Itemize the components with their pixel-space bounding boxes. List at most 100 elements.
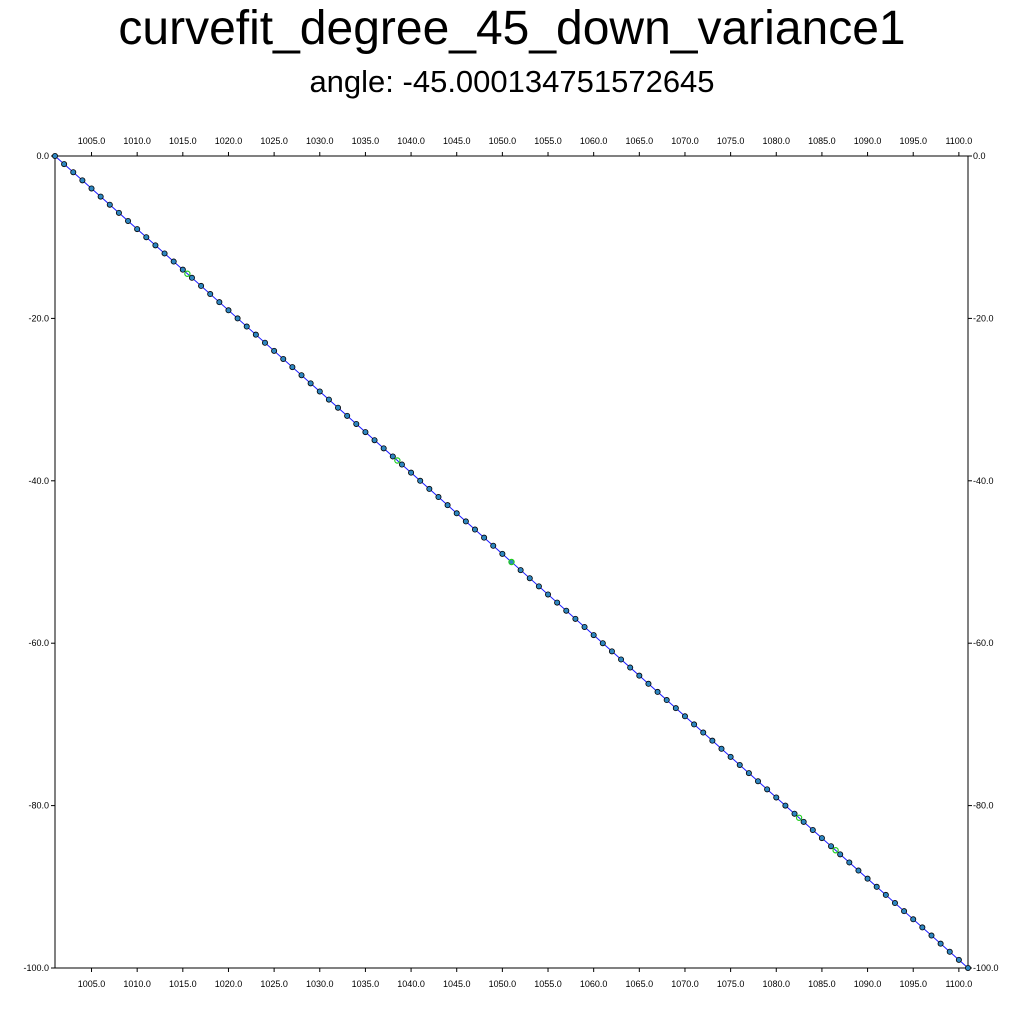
data-point bbox=[736, 762, 743, 769]
data-point bbox=[654, 688, 661, 695]
x-tick-label-top: 1015.0 bbox=[169, 136, 197, 146]
data-point bbox=[928, 932, 935, 939]
x-tick-label-bottom: 1055.0 bbox=[534, 979, 562, 989]
data-point bbox=[216, 299, 223, 306]
y-tick-label-right: -100.0 bbox=[973, 963, 999, 973]
x-tick-label-bottom: 1030.0 bbox=[306, 979, 334, 989]
data-point bbox=[362, 429, 369, 436]
data-point bbox=[608, 648, 615, 655]
data-point bbox=[891, 900, 898, 907]
data-point bbox=[115, 209, 122, 216]
data-point bbox=[618, 656, 625, 663]
highlight-point bbox=[184, 270, 191, 277]
data-point bbox=[225, 307, 232, 314]
y-tick-label-right: -20.0 bbox=[973, 313, 994, 323]
data-point bbox=[490, 542, 497, 549]
x-tick-label-bottom: 1025.0 bbox=[260, 979, 288, 989]
x-tick-label-top: 1085.0 bbox=[808, 136, 836, 146]
x-tick-label-bottom: 1065.0 bbox=[626, 979, 654, 989]
data-point bbox=[718, 745, 725, 752]
axis-ticks: 1005.0 1005.0 1010.0 1010.0 1015.0 1015.0 1020… bbox=[23, 136, 998, 989]
data-point bbox=[563, 607, 570, 614]
data-point bbox=[307, 380, 314, 387]
data-point bbox=[61, 161, 68, 168]
x-tick-label-top: 1070.0 bbox=[671, 136, 699, 146]
highlight-point bbox=[795, 814, 803, 821]
data-point bbox=[681, 713, 688, 720]
data-point bbox=[535, 583, 542, 590]
data-point bbox=[125, 217, 132, 224]
data-point bbox=[389, 453, 396, 460]
data-point bbox=[782, 802, 789, 809]
data-point bbox=[179, 266, 186, 273]
data-point bbox=[280, 355, 287, 362]
data-point bbox=[910, 916, 917, 923]
data-point bbox=[106, 201, 113, 208]
x-tick-label-bottom: 1060.0 bbox=[580, 979, 608, 989]
x-tick-label-top: 1090.0 bbox=[854, 136, 882, 146]
data-point bbox=[590, 632, 597, 639]
chart-title: curvefit_degree_45_down_variance1 bbox=[118, 2, 906, 55]
x-tick-label-bottom: 1070.0 bbox=[671, 979, 699, 989]
data-point bbox=[599, 640, 606, 647]
data-point bbox=[97, 193, 104, 200]
data-point bbox=[380, 445, 387, 452]
chart-subtitle: angle: -45.000134751572645 bbox=[309, 64, 715, 99]
data-point bbox=[526, 575, 533, 582]
x-tick-label-bottom: 1090.0 bbox=[854, 979, 882, 989]
data-point bbox=[700, 729, 707, 736]
data-point bbox=[371, 437, 378, 444]
data-point bbox=[946, 948, 953, 955]
data-point bbox=[316, 388, 323, 395]
data-point bbox=[243, 323, 250, 330]
data-point bbox=[937, 940, 944, 947]
x-tick-label-bottom: 1015.0 bbox=[169, 979, 197, 989]
data-point bbox=[353, 420, 360, 427]
x-tick-label-bottom: 1040.0 bbox=[397, 979, 425, 989]
x-tick-label-top: 1025.0 bbox=[260, 136, 288, 146]
data-point bbox=[672, 705, 679, 712]
data-point bbox=[289, 364, 296, 371]
data-point bbox=[344, 412, 351, 419]
data-point bbox=[727, 753, 734, 760]
data-point bbox=[809, 826, 816, 833]
data-point bbox=[261, 339, 268, 346]
data-point bbox=[170, 258, 177, 265]
y-tick-label-left: -60.0 bbox=[28, 638, 49, 648]
data-point bbox=[636, 672, 643, 679]
x-tick-label-top: 1035.0 bbox=[352, 136, 380, 146]
x-tick-label-top: 1005.0 bbox=[78, 136, 106, 146]
y-tick-label-right: -40.0 bbox=[973, 476, 994, 486]
data-point bbox=[755, 778, 762, 785]
x-tick-label-top: 1040.0 bbox=[397, 136, 425, 146]
x-tick-label-top: 1055.0 bbox=[534, 136, 562, 146]
data-point bbox=[745, 770, 752, 777]
data-point bbox=[417, 477, 424, 484]
data-point bbox=[481, 534, 488, 541]
data-point bbox=[709, 737, 716, 744]
data-point bbox=[572, 615, 579, 622]
x-tick-label-bottom: 1005.0 bbox=[78, 979, 106, 989]
x-tick-label-top: 1010.0 bbox=[123, 136, 151, 146]
data-point bbox=[134, 226, 141, 233]
x-tick-label-top: 1065.0 bbox=[626, 136, 654, 146]
data-point bbox=[554, 599, 561, 606]
x-tick-label-bottom: 1095.0 bbox=[899, 979, 927, 989]
x-tick-label-top: 1060.0 bbox=[580, 136, 608, 146]
y-tick-label-left: -40.0 bbox=[28, 476, 49, 486]
data-point bbox=[444, 502, 451, 509]
x-tick-label-top: 1080.0 bbox=[763, 136, 791, 146]
data-point bbox=[837, 851, 844, 858]
data-point bbox=[581, 623, 588, 630]
data-point bbox=[325, 396, 332, 403]
x-tick-label-bottom: 1035.0 bbox=[352, 979, 380, 989]
data-point bbox=[864, 875, 871, 882]
x-tick-label-bottom: 1020.0 bbox=[215, 979, 243, 989]
data-point bbox=[965, 965, 972, 972]
data-point bbox=[764, 786, 771, 793]
data-point bbox=[88, 185, 95, 192]
data-point bbox=[188, 274, 195, 281]
data-point bbox=[161, 250, 168, 257]
